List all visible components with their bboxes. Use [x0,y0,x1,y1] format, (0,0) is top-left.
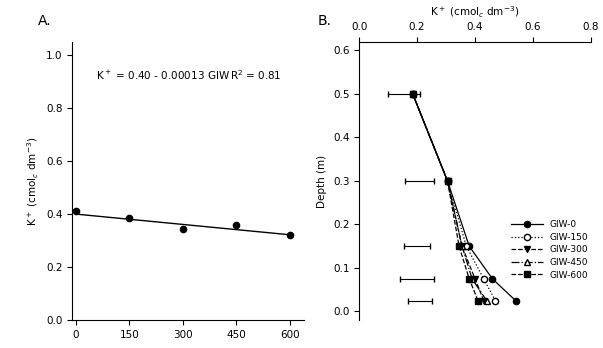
Text: A.: A. [37,14,51,28]
X-axis label: K$^+$ (cmol$_c$ dm$^{-3}$): K$^+$ (cmol$_c$ dm$^{-3}$) [431,5,520,20]
Y-axis label: K$^+$ (cmol$_c$ dm$^{-3}$): K$^+$ (cmol$_c$ dm$^{-3}$) [25,136,40,226]
Legend: GIW-0, GIW-150, GIW-300, GIW-450, GIW-600: GIW-0, GIW-150, GIW-300, GIW-450, GIW-60… [508,218,591,282]
Y-axis label: Depth (m): Depth (m) [317,155,327,207]
Text: K$^+$ = 0.40 - 0.00013 GIW: K$^+$ = 0.40 - 0.00013 GIW [95,69,230,82]
Text: B.: B. [317,14,332,28]
Text: R$^2$ = 0.81: R$^2$ = 0.81 [230,68,282,82]
